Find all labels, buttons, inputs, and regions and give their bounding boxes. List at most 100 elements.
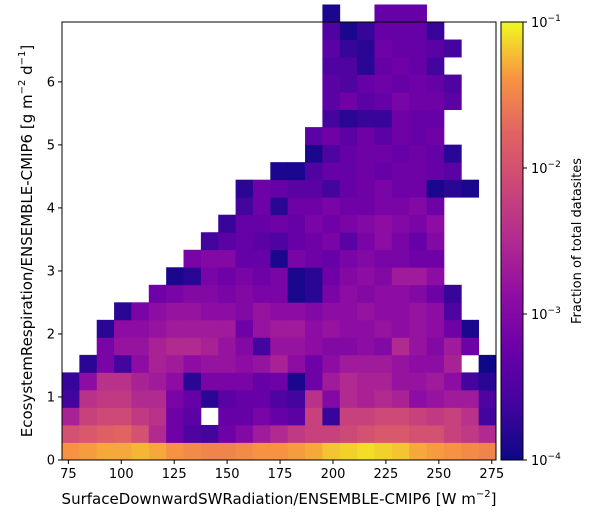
y-axis-label-superscript-2: −1: [17, 51, 28, 66]
heatmap-cell: [426, 92, 445, 110]
heatmap-cell: [443, 319, 462, 338]
heatmap-cell: [339, 442, 358, 461]
x-tick-label: 100: [109, 467, 134, 482]
heatmap-cell: [391, 197, 410, 216]
heatmap-cell: [478, 389, 497, 408]
heatmap-cell: [322, 144, 341, 163]
heatmap-cell: [252, 214, 271, 233]
heatmap-cell: [131, 442, 150, 461]
x-axis-label-end: ]: [491, 490, 497, 508]
heatmap-cell: [339, 57, 358, 75]
heatmap-cell: [148, 424, 167, 443]
heatmap-cell: [183, 442, 202, 461]
heatmap-cell: [96, 319, 115, 338]
heatmap-cell: [79, 442, 98, 461]
heatmap-cell: [252, 284, 271, 303]
heatmap-cell: [374, 74, 393, 93]
heatmap-cell: [409, 372, 427, 391]
heatmap-cell: [148, 354, 167, 373]
heatmap-cell: [287, 424, 306, 443]
heatmap-cell: [443, 74, 462, 93]
heatmap-cell: [322, 407, 341, 426]
heatmap-cell: [426, 214, 445, 233]
heatmap-cell: [235, 284, 254, 303]
heatmap-cell: [374, 197, 393, 216]
heatmap-cell: [322, 337, 341, 356]
heatmap-cell: [218, 319, 236, 338]
heatmap-cell: [166, 372, 184, 391]
heatmap-cell: [426, 39, 445, 58]
y-tick-label: 1: [47, 390, 55, 405]
heatmap-cell: [374, 179, 393, 198]
heatmap-cell: [322, 109, 341, 128]
heatmap-cell: [339, 179, 358, 198]
heatmap-cell: [391, 214, 410, 233]
heatmap-cell: [200, 267, 219, 286]
heatmap-cell: [270, 179, 289, 198]
heatmap-cell: [426, 424, 445, 443]
heatmap-cell: [79, 407, 98, 426]
heatmap-cell: [235, 424, 254, 443]
heatmap-cell: [235, 179, 254, 198]
heatmap-cell: [374, 109, 393, 128]
heatmap-cell: [62, 389, 80, 408]
heatmap-cell: [391, 162, 410, 181]
heatmap-cell: [443, 407, 462, 426]
heatmap-cell: [461, 389, 480, 408]
heatmap-cell: [200, 319, 219, 338]
y-tick-label: 5: [47, 138, 55, 153]
heatmap-cell: [305, 424, 323, 443]
heatmap-cell: [79, 354, 98, 373]
heatmap-cell: [426, 354, 445, 373]
heatmap-cell: [357, 39, 375, 58]
heatmap-cell: [200, 284, 219, 303]
heatmap-cell: [391, 249, 410, 268]
heatmap-cell: [114, 442, 132, 461]
heatmap-cell: [391, 354, 410, 373]
heatmap-cell: [96, 354, 115, 373]
heatmap-cell: [391, 319, 410, 338]
colorbar-tick-label: 10−3: [531, 306, 561, 323]
heatmap-cell: [252, 407, 271, 426]
heatmap-cell: [114, 407, 132, 426]
heatmap-cell: [166, 284, 184, 303]
heatmap-cell: [443, 144, 462, 163]
heatmap-cell: [391, 372, 410, 391]
heatmap-cell: [461, 424, 480, 443]
heatmap-cell: [114, 424, 132, 443]
heatmap-cell: [166, 389, 184, 408]
heatmap-cell: [443, 39, 462, 58]
heatmap-cell: [357, 389, 375, 408]
heatmap-cell: [478, 354, 497, 373]
heatmap-cell: [339, 249, 358, 268]
heatmap-cell: [305, 389, 323, 408]
heatmap-cell: [235, 337, 254, 356]
y-tick-label: 2: [47, 327, 55, 342]
heatmap-cell: [391, 389, 410, 408]
heatmap-cell: [322, 372, 341, 391]
heatmap-cell: [166, 337, 184, 356]
heatmap-cell: [339, 389, 358, 408]
heatmap-cell: [409, 249, 427, 268]
heatmap-cell: [461, 337, 480, 356]
heatmap-cell: [357, 179, 375, 198]
heatmap-cell: [391, 4, 410, 23]
heatmap-cell: [218, 302, 236, 321]
heatmap-cell: [252, 232, 271, 251]
heatmap-cell: [270, 354, 289, 373]
heatmap-cell: [374, 267, 393, 286]
heatmap-cell: [270, 389, 289, 408]
heatmap-cell: [339, 214, 358, 233]
heatmap-cell: [235, 197, 254, 216]
heatmap-cell: [461, 319, 480, 338]
heatmap-cell: [322, 319, 341, 338]
heatmap-cell: [62, 442, 80, 461]
heatmap-cell: [443, 284, 462, 303]
heatmap-cell: [305, 354, 323, 373]
heatmap-cell: [235, 372, 254, 391]
heatmap-cell: [339, 232, 358, 251]
heatmap-cell: [252, 249, 271, 268]
heatmap-cell: [114, 302, 132, 321]
heatmap-cell: [235, 232, 254, 251]
heatmap-cell: [322, 267, 341, 286]
